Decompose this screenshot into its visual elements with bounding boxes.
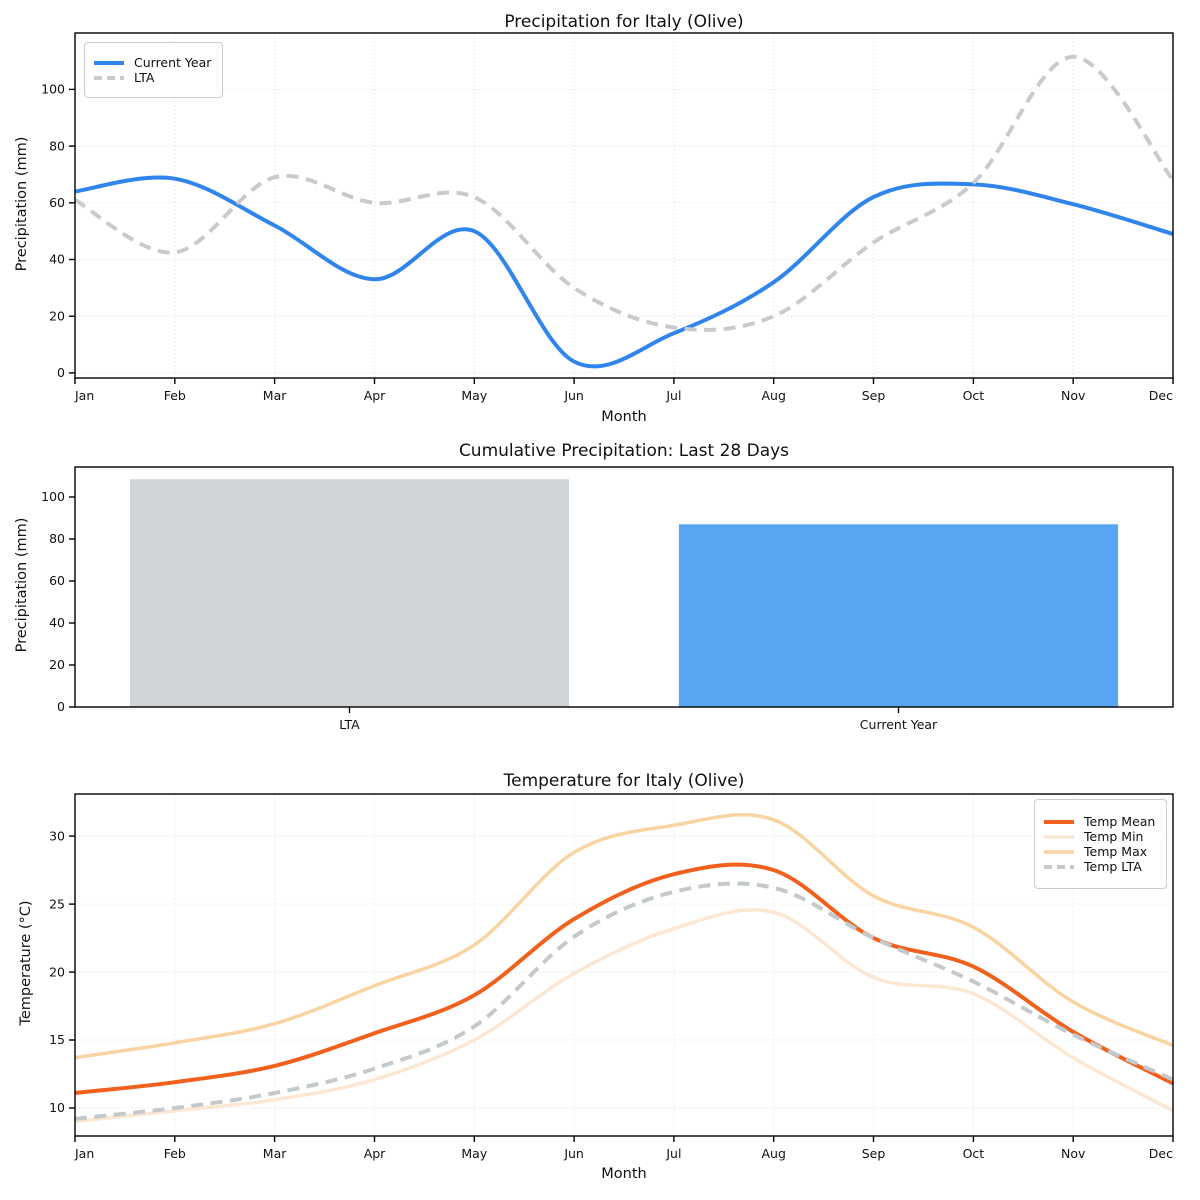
y-tick-label: 100 (41, 489, 65, 504)
legend-line-sample (1044, 849, 1074, 854)
y-tick-label: 0 (57, 365, 65, 380)
x-tick-label: Jul (665, 388, 681, 403)
precipitation-x-axis-label: Month (601, 409, 647, 425)
x-tick-label: Feb (164, 1146, 186, 1161)
y-tick-label: 20 (49, 308, 65, 323)
y-tick-label: 40 (49, 252, 65, 267)
legend-item-temp-mean: Temp Mean (1043, 814, 1155, 829)
x-tick-label: Jun (563, 388, 584, 403)
x-tick-label: Aug (761, 388, 785, 403)
legend-label: LTA (134, 70, 155, 85)
legend-line-sample (1044, 864, 1074, 869)
x-tick-label: Jun (563, 1146, 584, 1161)
temperature-chart-title: Temperature for Italy (Olive) (503, 771, 745, 791)
x-tick-label: Sep (862, 1146, 886, 1161)
precipitation-y-axis-label: Precipitation (mm) (14, 136, 30, 272)
precipitation-legend: Current Year LTA (84, 42, 224, 98)
x-tick-label: Nov (1061, 388, 1086, 403)
temp-min-line (74, 908, 1174, 1124)
y-tick-label: 40 (49, 615, 65, 630)
y-tick-label: 10 (49, 1100, 65, 1115)
temp-max-line (74, 813, 1174, 1060)
x-tick-label: Dec (1149, 388, 1173, 403)
y-tick-label: 60 (49, 195, 65, 210)
temperature-y-axis-label: Temperature (°C) (18, 900, 34, 1026)
x-tick-label: LTA (339, 717, 360, 732)
legend-label: Temp Max (1084, 844, 1148, 859)
y-tick-label: 25 (49, 896, 65, 911)
bar-lta (129, 479, 570, 707)
x-tick-label: Current Year (860, 717, 938, 732)
temperature-legend: Temp Mean Temp Min Temp Max Temp LTA (1034, 799, 1168, 889)
legend-label: Temp LTA (1084, 859, 1142, 874)
temp-mean-line (74, 862, 1174, 1095)
legend-label: Temp Min (1084, 829, 1144, 844)
bar-current-year (678, 524, 1119, 707)
x-tick-label: May (461, 388, 487, 403)
legend-item-current-year: Current Year (93, 55, 211, 70)
plot-border (74, 466, 1174, 708)
chart-0: 0 20 40 60 80 100 Jan Feb Mar Apr May Jun Jul Aug Sep O… (41, 32, 1175, 403)
x-tick-label: Aug (761, 1146, 785, 1161)
x-tick-label: Oct (963, 1146, 985, 1161)
y-tick-label: 80 (49, 531, 65, 546)
precipitation-chart-title: Precipitation for Italy (Olive) (504, 12, 744, 32)
legend-item-temp-min: Temp Min (1043, 829, 1155, 844)
legend-label: Temp Mean (1084, 814, 1156, 829)
plot-border (74, 32, 1174, 379)
y-tick-label: 20 (49, 657, 65, 672)
x-tick-label: Jan (74, 388, 94, 403)
y-tick-label: 60 (49, 573, 65, 588)
temperature-x-axis-label: Month (601, 1166, 647, 1182)
y-tick-label: 80 (49, 138, 65, 153)
x-tick-label: Oct (963, 388, 985, 403)
x-tick-label: Feb (164, 388, 186, 403)
y-tick-label: 20 (49, 964, 65, 979)
cumulative-precipitation-chart-title: Cumulative Precipitation: Last 28 Days (458, 441, 790, 461)
legend-item-temp-max: Temp Max (1043, 844, 1155, 859)
temp-lta-line (74, 881, 1174, 1121)
plot-border (74, 793, 1174, 1137)
y-tick-label: 100 (41, 82, 65, 97)
x-tick-label: Mar (263, 1146, 287, 1161)
chart-1: 0 20 40 60 80 100 LTA Current Year (41, 466, 1174, 732)
y-tick-label: 0 (57, 699, 65, 714)
y-tick-label: 30 (49, 828, 65, 843)
x-tick-label: Mar (263, 388, 287, 403)
legend-item-lta: LTA (93, 70, 211, 85)
y-tick-label: 15 (49, 1032, 65, 1047)
legend-line-sample (1044, 834, 1074, 839)
legend-line-sample (1044, 819, 1074, 824)
x-tick-label: Apr (364, 388, 386, 403)
legend-label: Current Year (134, 55, 212, 70)
x-tick-label: Dec (1149, 1146, 1173, 1161)
x-tick-label: Apr (364, 1146, 386, 1161)
x-tick-label: Jul (665, 1146, 681, 1161)
x-tick-label: May (461, 1146, 487, 1161)
chart-2: 10 15 20 25 30 Jan Feb Mar Apr May Jun Jul Aug Sep Oct… (49, 793, 1174, 1161)
legend-line-sample (94, 75, 124, 80)
x-tick-label: Sep (862, 388, 886, 403)
legend-line-sample (94, 60, 124, 65)
legend-item-temp-lta: Temp LTA (1043, 859, 1155, 874)
lta-line (74, 54, 1175, 332)
x-tick-label: Jan (74, 1146, 94, 1161)
cumulative-y-axis-label: Precipitation (mm) (14, 517, 30, 653)
current-year-line (74, 175, 1174, 369)
x-tick-label: Nov (1061, 1146, 1086, 1161)
